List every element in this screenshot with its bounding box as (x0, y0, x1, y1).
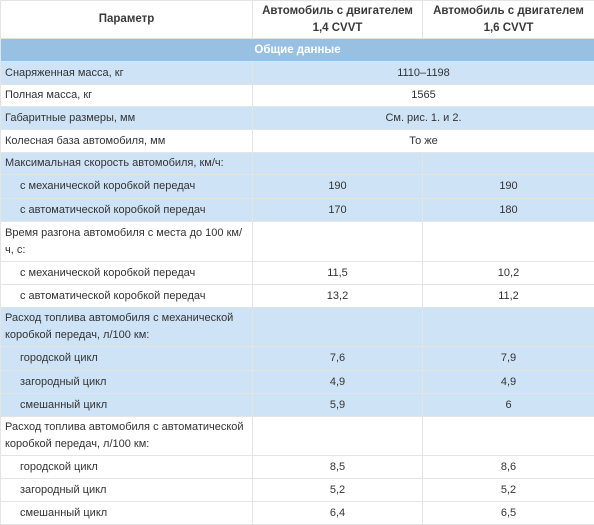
value-14: 7,6 (253, 347, 423, 371)
table-row: смешанный цикл 6,4 6,5 (1, 502, 594, 525)
row-value: 1110–1198 (253, 62, 594, 85)
value-14: 170 (253, 199, 423, 222)
table-row: Расход топлива автомобиля с механической… (1, 308, 594, 347)
value-16: 5,2 (423, 479, 594, 502)
value-16: 180 (423, 199, 594, 222)
value-16: 7,9 (423, 347, 594, 371)
row-label: смешанный цикл (1, 394, 253, 417)
row-value: 1565 (253, 85, 594, 107)
row-label: Максимальная скорость автомобиля, км/ч: (1, 153, 253, 175)
table-row: с автоматической коробкой передач 13,2 1… (1, 285, 594, 308)
row-label: Время разгона автомобиля с места до 100 … (1, 222, 253, 262)
row-label: с механической коробкой передач (1, 175, 253, 199)
row-label: Расход топлива автомобиля с механической… (1, 308, 253, 347)
row-label: с механической коробкой передач (1, 262, 253, 285)
table-row: Снаряженная масса, кг 1110–1198 (1, 62, 594, 85)
table-row: с механической коробкой передач 190 190 (1, 175, 594, 199)
table-row: смешанный цикл 5,9 6 (1, 394, 594, 417)
value-16: 6 (423, 394, 594, 417)
value-14: 4,9 (253, 371, 423, 394)
row-label: городской цикл (1, 456, 253, 479)
table-header-row: Параметр Автомобиль с двигателем 1,4 CVV… (1, 1, 594, 39)
table-row: загородный цикл 4,9 4,9 (1, 371, 594, 394)
table-row: Полная масса, кг 1565 (1, 85, 594, 107)
table-row: загородный цикл 5,2 5,2 (1, 479, 594, 502)
table-row: Время разгона автомобиля с места до 100 … (1, 222, 594, 262)
table-row: с механической коробкой передач 11,5 10,… (1, 262, 594, 285)
row-label: с автоматической коробкой передач (1, 285, 253, 308)
value-14: 5,2 (253, 479, 423, 502)
section-title: Общие данные (1, 39, 594, 62)
row-label: Снаряженная масса, кг (1, 62, 253, 85)
table-row: Колесная база автомобиля, мм То же (1, 130, 594, 153)
row-label: Колесная база автомобиля, мм (1, 130, 253, 153)
value-16: 8,6 (423, 456, 594, 479)
table-row: городской цикл 8,5 8,6 (1, 456, 594, 479)
row-label: с автоматической коробкой передач (1, 199, 253, 222)
row-label: загородный цикл (1, 479, 253, 502)
row-value: См. рис. 1. и 2. (253, 107, 594, 130)
header-engine-16: Автомобиль с двигателем 1,6 CVVT (423, 1, 594, 39)
table-row: Габаритные размеры, мм См. рис. 1. и 2. (1, 107, 594, 130)
value-14: 11,5 (253, 262, 423, 285)
value-14: 6,4 (253, 502, 423, 525)
value-16: 4,9 (423, 371, 594, 394)
header-param: Параметр (1, 1, 253, 39)
row-label: Габаритные размеры, мм (1, 107, 253, 130)
value-14: 190 (253, 175, 423, 199)
row-label: Расход топлива автомобиля с автоматическ… (1, 417, 253, 456)
table-row: с автоматической коробкой передач 170 18… (1, 199, 594, 222)
value-16: 11,2 (423, 285, 594, 308)
table-row: городской цикл 7,6 7,9 (1, 347, 594, 371)
value-14: 8,5 (253, 456, 423, 479)
value-14: 13,2 (253, 285, 423, 308)
row-label: загородный цикл (1, 371, 253, 394)
header-engine-14: Автомобиль с двигателем 1,4 CVVT (253, 1, 423, 39)
value-16: 6,5 (423, 502, 594, 525)
section-row: Общие данные (1, 39, 594, 62)
row-label: Полная масса, кг (1, 85, 253, 107)
row-label: смешанный цикл (1, 502, 253, 525)
table-row: Максимальная скорость автомобиля, км/ч: (1, 153, 594, 175)
row-label: городской цикл (1, 347, 253, 371)
row-value: То же (253, 130, 594, 153)
table-row: Расход топлива автомобиля с автоматическ… (1, 417, 594, 456)
value-14: 5,9 (253, 394, 423, 417)
value-16: 10,2 (423, 262, 594, 285)
value-16: 190 (423, 175, 594, 199)
